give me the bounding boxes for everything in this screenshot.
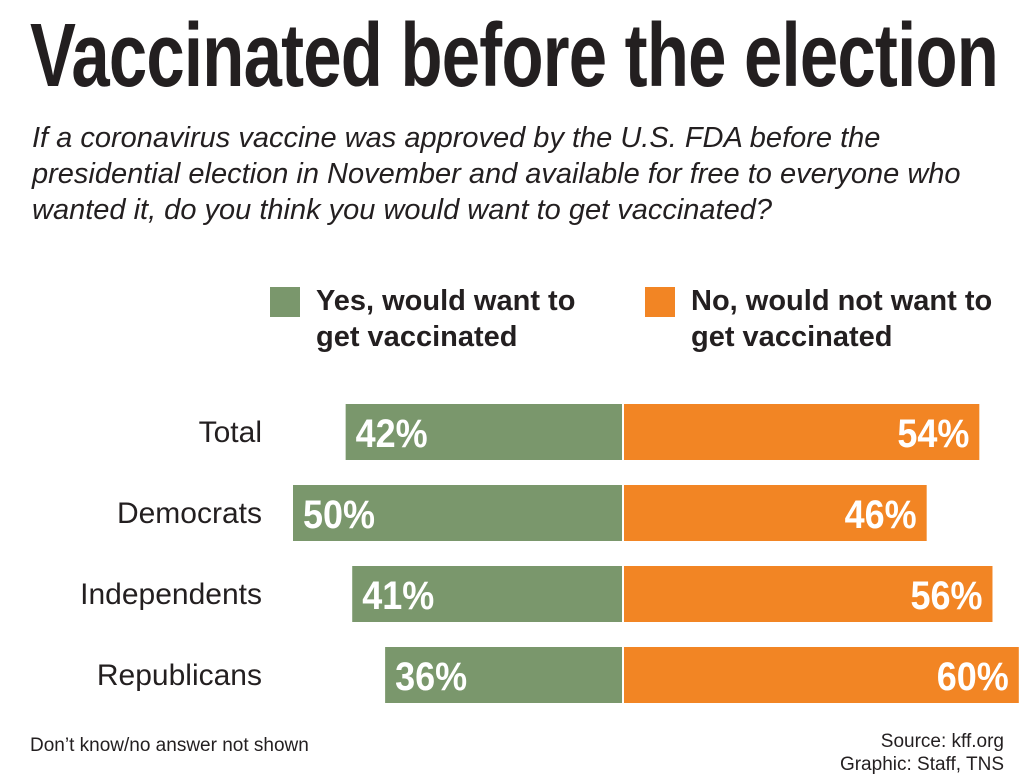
bar-yes-republicans — [385, 647, 622, 703]
category-label: Democrats — [117, 497, 262, 530]
bar-no-total — [624, 404, 980, 460]
category-label: Republicans — [97, 659, 262, 692]
chart-subtitle: If a coronavirus vaccine was approved by… — [32, 122, 961, 226]
data-label-no: 56% — [910, 574, 982, 618]
bar-yes-total — [345, 404, 622, 460]
legend-label-no: No, would not want to get vaccinated — [691, 285, 993, 353]
graphic-credit: Graphic: Staff, TNS — [839, 754, 1004, 775]
legend-item-no: No, would not want to get vaccinated — [645, 283, 1011, 355]
bar-yes-democrats — [293, 485, 622, 541]
data-label-yes: 50% — [303, 493, 375, 537]
data-label-yes: 41% — [362, 574, 434, 618]
category-label: Independents — [80, 578, 262, 611]
source-credit: Source: kff.org Graphic: Staff, TNS — [840, 730, 1004, 776]
bar-no-independents — [624, 566, 993, 622]
legend-swatch-no — [645, 287, 675, 317]
data-label-no: 54% — [897, 412, 969, 456]
data-label-no: 46% — [845, 493, 917, 537]
source: Source: kff.org — [880, 731, 1004, 752]
bar-chart: Total 42% 54% Democrats 50% 46% Independents 41… — [80, 404, 1019, 703]
legend-item-yes: Yes, would want to get vaccinated — [270, 283, 616, 355]
data-label-yes: 36% — [395, 655, 467, 699]
data-label-no: 60% — [937, 655, 1009, 699]
legend-swatch-yes — [270, 287, 300, 317]
legend-label-yes: Yes, would want to get vaccinated — [316, 285, 576, 353]
chart-title: Vaccinated before the election — [30, 6, 999, 106]
data-label-yes: 42% — [356, 412, 428, 456]
footnote: Don’t know/no answer not shown — [30, 735, 309, 756]
bar-yes-independents — [352, 566, 622, 622]
category-label: Total — [199, 416, 262, 449]
bar-no-republicans — [624, 647, 1019, 703]
bar-no-democrats — [624, 485, 927, 541]
